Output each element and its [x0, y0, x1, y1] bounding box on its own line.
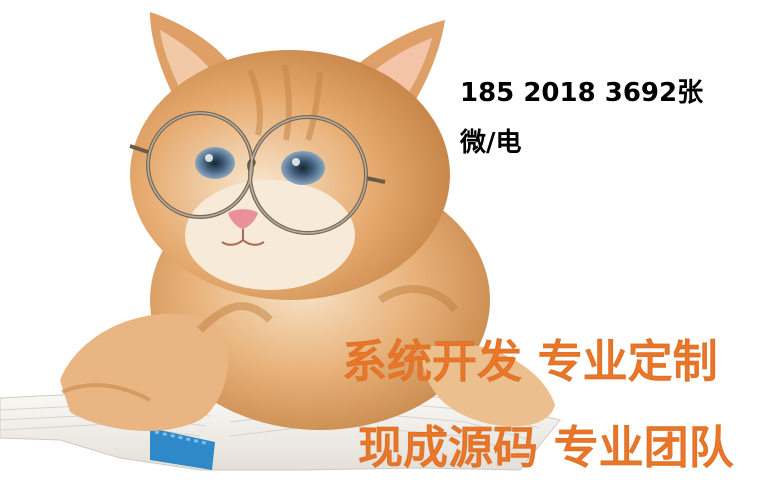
- slogan-line-2: 现成源码 专业团队: [358, 421, 735, 474]
- round-glasses: [129, 111, 386, 235]
- bookmark-ribbon: [150, 428, 215, 470]
- right-eye: [281, 151, 325, 185]
- slogan-line-1: 系统开发 专业定制: [342, 335, 719, 388]
- contact-info: 185 2018 3692张 微/电: [460, 78, 703, 158]
- kitten-head: [130, 50, 450, 300]
- left-eye: [195, 147, 235, 179]
- contact-method-text: 微/电: [460, 128, 522, 158]
- phone-number-text: 185 2018 3692张: [460, 78, 704, 108]
- nose: [228, 209, 258, 229]
